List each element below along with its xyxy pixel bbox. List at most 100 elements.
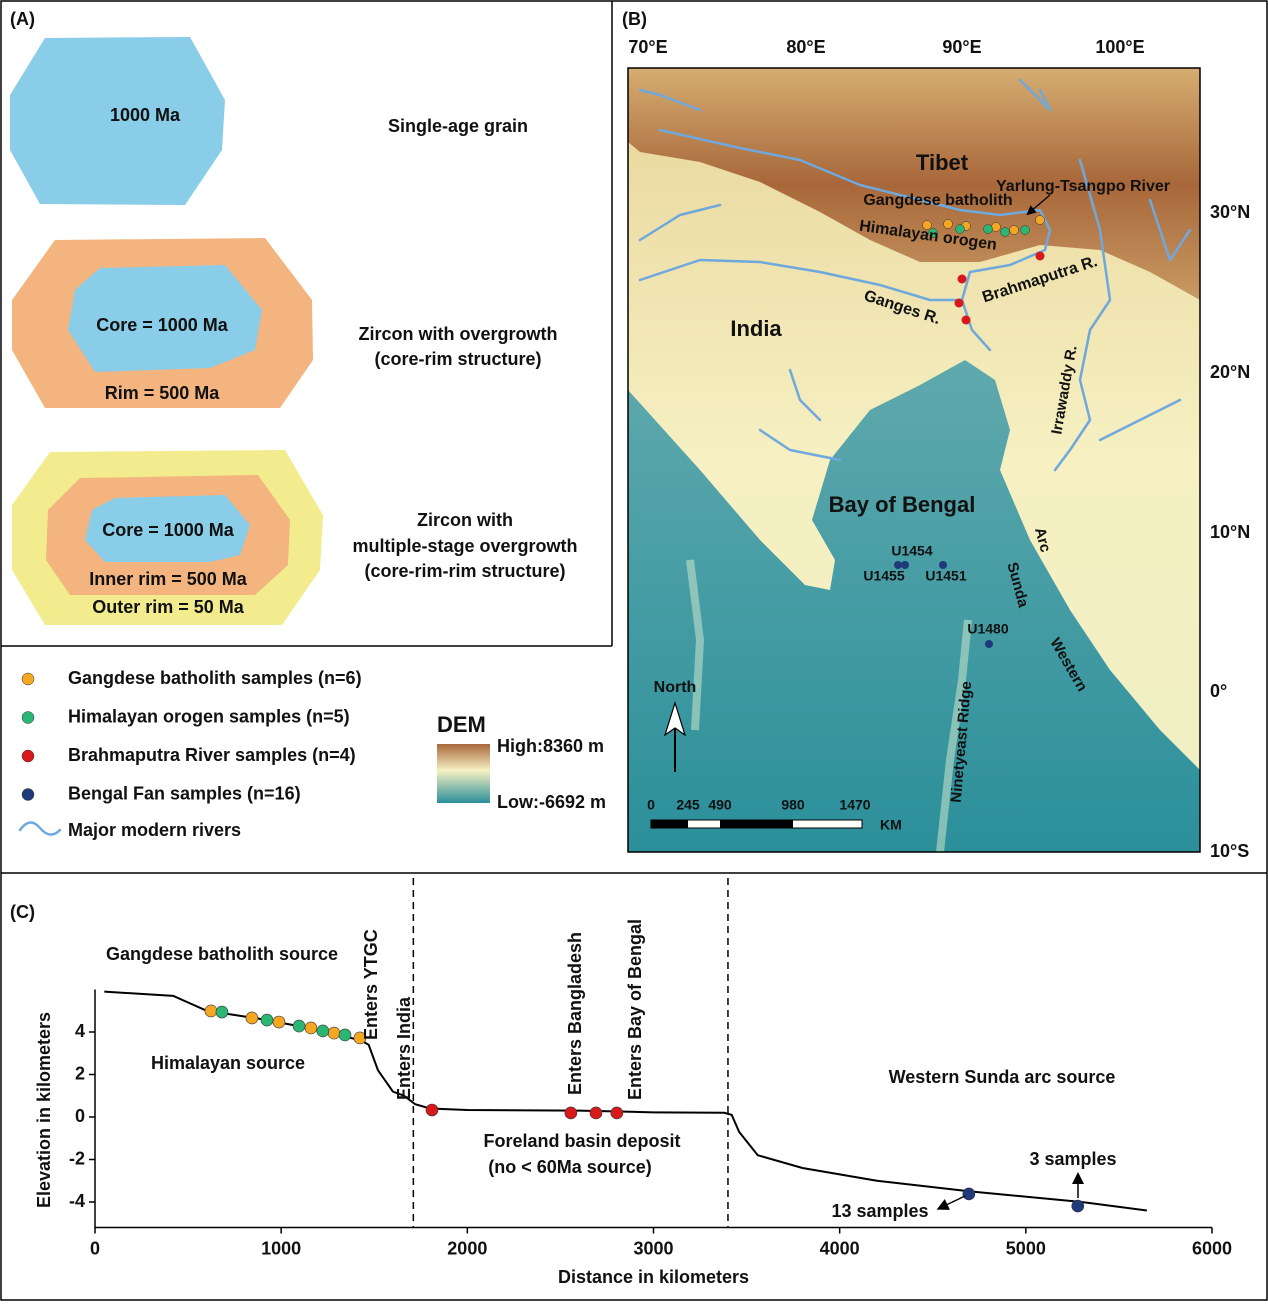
grain-core [68,265,262,372]
sample-label: U1455 [863,568,904,584]
lon-label: 80°E [786,37,825,57]
x-tick-label: 4000 [820,1238,860,1258]
lat-label: 30°N [1210,202,1250,222]
legend-label: Himalayan orogen samples (n=5) [68,706,350,726]
sample-point [353,1031,367,1045]
annotation: Foreland basin deposit [483,1131,680,1151]
legend-marker [21,788,35,801]
caption: Zircon with [417,510,513,530]
scale-bar [651,820,688,828]
map-samples [894,215,1045,648]
map-sample [1020,225,1030,235]
north-label: North [654,679,697,696]
x-tick-label: 6000 [1192,1238,1232,1258]
river [638,258,964,302]
map-sample [939,561,947,569]
sample-point [245,1011,259,1025]
y-tick-label: 4 [75,1021,85,1041]
map-sample [894,561,902,569]
sample-point [215,1005,229,1019]
annotation: Himalayan source [151,1053,305,1073]
scale-label: 980 [781,797,805,813]
grain-label: Rim = 500 Ma [105,383,221,403]
river [638,203,722,242]
legend-marker [21,711,35,724]
grain-label: Outer rim = 50 Ma [92,597,245,617]
legend-label: Brahmaputra River samples (n=4) [68,745,356,765]
scale-unit: KM [880,817,902,833]
map-ocean [628,360,1200,852]
grain [10,37,225,205]
legend-label: Gangdese batholith samples (n=6) [68,668,362,688]
river [1018,78,1052,112]
grain-label: Inner rim = 500 Ma [89,569,248,589]
map-sample [991,222,1001,232]
caption: Zircon with overgrowth [358,324,557,344]
sample-point [610,1106,624,1120]
scale-label: 490 [708,797,732,813]
river [960,248,1047,352]
sample-point [260,1013,274,1027]
ridge [936,619,972,853]
grain-label: Core = 1000 Ma [102,520,235,540]
lon-label: 70°E [628,37,667,57]
annotation: 3 samples [1029,1149,1116,1169]
lon-label: 90°E [942,37,981,57]
place: Gangdese batholith [863,192,1012,209]
lat-label: 20°N [1210,362,1250,382]
map-sample [928,228,938,238]
sample-point [204,1004,218,1018]
scale-label: 245 [676,797,700,813]
place: India [730,316,782,341]
caption: (core-rim-rim structure) [364,561,565,581]
x-tick-label: 5000 [1006,1238,1046,1258]
lat-label: 0° [1210,681,1227,701]
map-highland [628,68,1200,300]
dem-high: High:8360 m [497,736,604,756]
legend-marker [21,672,35,686]
river [1098,398,1182,442]
grain-label: Core = 1000 Ma [96,315,229,335]
y-tick-label: 2 [75,1063,85,1083]
river [758,428,842,462]
sample-point [1071,1199,1085,1213]
x-tick-label: 2000 [447,1238,487,1258]
panel-label: (C) [10,902,35,922]
sample-point [564,1106,578,1120]
map-sample [961,315,971,325]
y-tick-label: -4 [69,1191,85,1211]
sample-point [589,1106,603,1120]
dem-title: DEM [437,712,486,737]
legend: Major modern rivers DEM High:8360 m Low:… [18,668,606,840]
map-sample [985,640,993,648]
x-tick-label: 1000 [261,1238,301,1258]
legend-marker [21,749,35,763]
map-sample [1035,215,1045,225]
river [1053,158,1112,472]
sample-point [962,1187,976,1201]
river [638,88,702,112]
map-sample [901,561,909,569]
x-tick-label: 0 [90,1238,100,1258]
caption: multiple-stage overgrowth [352,536,577,556]
scale-label: 1470 [839,797,870,813]
y-axis-label: Elevation in kilometers [34,1012,54,1208]
river [658,128,1052,252]
lat-label: 10°S [1210,841,1249,861]
annotation: Enters India [394,996,414,1100]
panel-label: (A) [10,9,35,29]
map-frame [627,67,1201,853]
annotation: 13 samples [831,1201,928,1221]
river [788,368,822,422]
dem-bar [437,744,490,803]
lat-label: 10°N [1210,522,1250,542]
map-sample [1000,227,1010,237]
panel-a: (A) 1000 Ma Single-age grain Core = 1000… [10,9,578,625]
place: Tibet [916,150,969,175]
grain-core [85,495,250,562]
place: Bay of Bengal [829,492,976,517]
map-sample [1035,251,1045,261]
annotation: Enters Bangladesh [565,932,585,1095]
